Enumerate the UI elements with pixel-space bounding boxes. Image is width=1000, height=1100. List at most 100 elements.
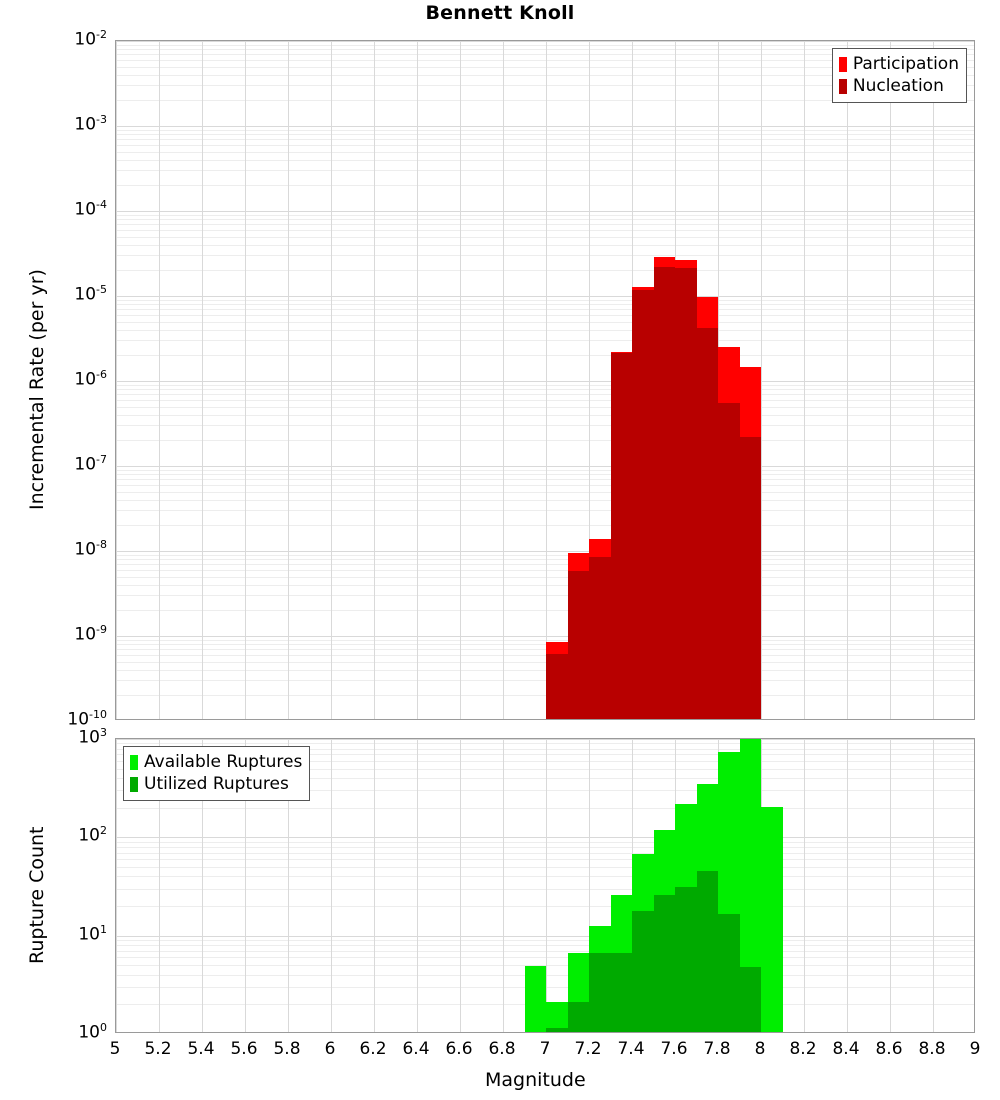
xtick-label: 8.6 — [875, 1039, 903, 1059]
bar-segment-inner — [653, 266, 675, 719]
legend-swatch-nucleation — [838, 78, 847, 94]
ytick-label: 103 — [78, 726, 107, 748]
bar-segment-outer — [739, 739, 761, 1032]
bar-segment-inner — [653, 894, 675, 1032]
legend-label-nucleation: Nucleation — [852, 76, 944, 97]
ytick-label: 101 — [78, 922, 107, 945]
xaxis-title: Magnitude — [485, 1069, 586, 1091]
bar-rupture-count — [524, 739, 546, 1032]
bar-segment-inner — [675, 268, 697, 719]
bars-rupture-count — [116, 739, 974, 1032]
incremental-rate-plot: Participation Nucleation — [115, 40, 975, 720]
bar-segment-inner — [739, 436, 761, 719]
xtick-label: 5 — [109, 1039, 121, 1059]
xtick-label: 5.6 — [230, 1039, 258, 1059]
bar-incremental-rate — [739, 41, 761, 719]
bar-segment-inner — [696, 871, 718, 1032]
legend-label-utilized-ruptures: Utilized Ruptures — [144, 774, 289, 795]
bar-segment-outer — [524, 965, 546, 1032]
xtick-label: 6.2 — [359, 1039, 387, 1059]
ytick-label: 10-10 — [67, 708, 107, 730]
bar-rupture-count — [546, 739, 568, 1032]
bar-segment-inner — [567, 571, 589, 719]
xtick-label: 9 — [969, 1039, 981, 1059]
ytick-label: 10-9 — [74, 623, 107, 645]
bar-incremental-rate — [675, 41, 697, 719]
xtick-label: 7 — [539, 1039, 551, 1059]
xtick-label: 8.4 — [832, 1039, 860, 1059]
bar-rupture-count — [739, 739, 761, 1032]
ytick-label: 10-3 — [74, 113, 107, 135]
legend-swatch-utilized-ruptures — [130, 776, 138, 792]
bar-segment-inner — [675, 886, 697, 1032]
ytick-label: 10-8 — [74, 538, 107, 560]
xtick-label: 6.8 — [488, 1039, 516, 1059]
legend-swatch-available-ruptures — [130, 754, 138, 770]
ytick-label: 10-5 — [74, 283, 107, 305]
bar-segment-inner — [632, 290, 654, 719]
bar-segment-inner — [610, 952, 632, 1032]
ytick-label: 10-6 — [74, 368, 107, 390]
bar-segment-inner — [589, 952, 611, 1032]
legend-item-utilized-ruptures: Utilized Ruptures — [130, 773, 302, 795]
bar-incremental-rate — [653, 41, 675, 719]
xtick-label: 5.2 — [144, 1039, 172, 1059]
ytick-label: 102 — [78, 824, 107, 846]
xtick-label: 8 — [754, 1039, 766, 1059]
legend-label-participation: Participation — [852, 54, 959, 74]
xtick-label: 7.2 — [574, 1039, 602, 1059]
xtick-label: 8.2 — [789, 1039, 817, 1059]
bar-incremental-rate — [761, 41, 783, 719]
page-title: Bennett Knoll — [425, 2, 575, 24]
bar-segment-inner — [546, 1027, 568, 1032]
bar-segment-inner — [589, 557, 611, 719]
ytick-label: 100 — [78, 1021, 107, 1043]
xtick-label: 5.8 — [273, 1039, 301, 1059]
bar-segment-inner — [739, 966, 761, 1032]
bar-incremental-rate — [632, 41, 654, 719]
legend-incremental-rate: Participation Nucleation — [831, 48, 967, 104]
bar-incremental-rate — [610, 41, 632, 719]
bars-incremental-rate — [116, 41, 974, 719]
legend-item-nucleation: Nucleation — [838, 75, 959, 97]
bar-rupture-count — [610, 739, 632, 1032]
bar-rupture-count — [653, 739, 675, 1032]
bar-rupture-count — [632, 739, 654, 1032]
bar-incremental-rate — [546, 41, 568, 719]
legend-rupture-count: Available Ruptures Utilized Ruptures — [123, 746, 311, 802]
bar-segment-outer — [761, 806, 783, 1032]
xtick-label: 8.8 — [918, 1039, 946, 1059]
bar-segment-inner — [567, 1002, 589, 1032]
bar-segment-inner — [632, 911, 654, 1032]
bar-segment-inner — [696, 327, 718, 719]
bar-segment-inner — [610, 353, 632, 719]
yaxis-title-top: Incremental Rate (per yr) — [26, 269, 48, 510]
bar-segment-inner — [546, 654, 568, 719]
yaxis-title-bottom: Rupture Count — [26, 826, 48, 964]
legend-item-available-ruptures: Available Ruptures — [130, 751, 302, 773]
ytick-label: 10-2 — [74, 28, 107, 50]
bar-incremental-rate — [567, 41, 589, 719]
bar-incremental-rate — [718, 41, 740, 719]
legend-swatch-participation — [838, 56, 847, 72]
bar-rupture-count — [589, 739, 611, 1032]
xtick-label: 7.4 — [617, 1039, 645, 1059]
bar-segment-outer — [546, 1002, 568, 1032]
xtick-label: 7.8 — [703, 1039, 731, 1059]
xtick-label: 6.6 — [445, 1039, 473, 1059]
bar-segment-inner — [718, 403, 740, 719]
bar-rupture-count — [696, 739, 718, 1032]
bar-incremental-rate — [696, 41, 718, 719]
xtick-label: 5.4 — [187, 1039, 215, 1059]
rupture-count-plot: Available Ruptures Utilized Ruptures — [115, 738, 975, 1033]
xtick-label: 6 — [324, 1039, 336, 1059]
xtick-label: 6.4 — [402, 1039, 430, 1059]
bar-rupture-count — [675, 739, 697, 1032]
ytick-label: 10-4 — [74, 198, 107, 220]
bar-rupture-count — [567, 739, 589, 1032]
xtick-label: 7.6 — [660, 1039, 688, 1059]
bar-incremental-rate — [589, 41, 611, 719]
bar-rupture-count — [718, 739, 740, 1032]
ytick-label: 10-7 — [74, 453, 107, 475]
